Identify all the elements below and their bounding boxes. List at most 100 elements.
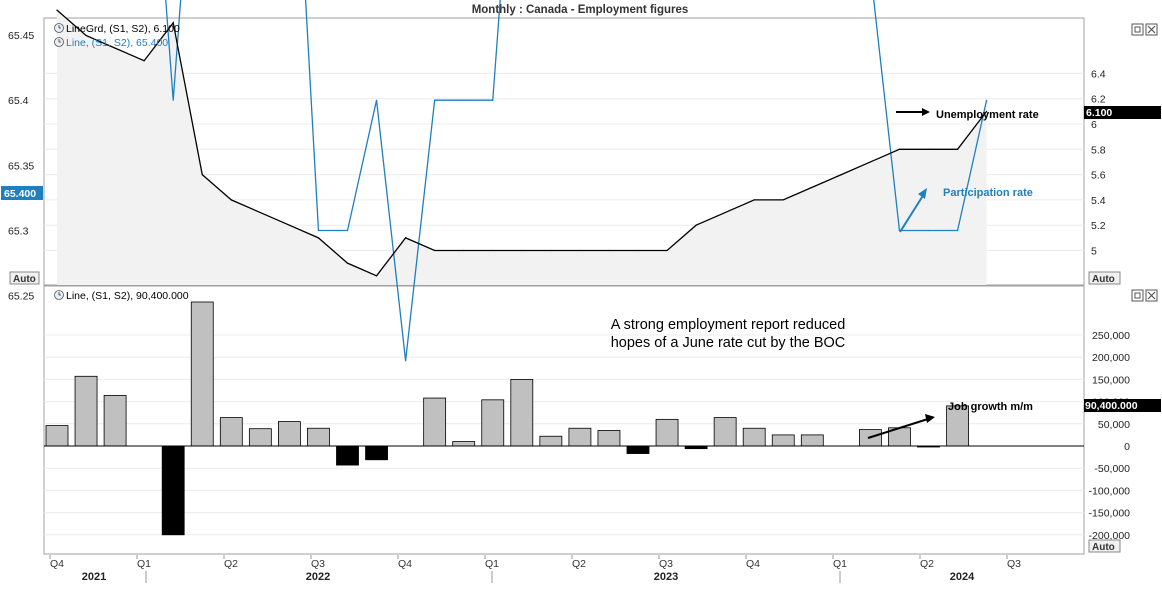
report-annotation-line2: hopes of a June rate cut by the BOC <box>611 335 846 351</box>
unemployment-point <box>288 224 290 226</box>
bottom-panel-restore-button[interactable] <box>1131 289 1144 302</box>
bottom-right-auto-label: Auto <box>1092 542 1115 553</box>
unemployment-point <box>172 22 174 24</box>
legend-participation-label: Line, (S1, S2), 65.400 <box>66 37 168 49</box>
job-growth-bar <box>771 434 795 447</box>
unemployment-point <box>259 211 261 214</box>
window-close-icon <box>1145 23 1158 36</box>
participation-point <box>986 99 988 101</box>
job-growth-arrow <box>867 418 929 439</box>
unemployment-point <box>753 199 755 201</box>
right-last-value: 6.100 <box>1086 107 1112 119</box>
top-panel-close-button[interactable] <box>1145 23 1158 36</box>
job-growth-bar <box>190 301 214 447</box>
left-axis-tick-label: 65.25 <box>8 291 34 303</box>
unemployment-point <box>811 186 813 188</box>
unemployment-point <box>840 174 842 176</box>
unemployment-point <box>782 199 784 201</box>
x-axis-year-label: 2023 <box>654 571 678 583</box>
unemployment-arrowhead <box>922 108 930 116</box>
unemployment-area-fill <box>57 10 987 286</box>
participation-point <box>375 99 378 101</box>
bottom-panel-close-button[interactable] <box>1145 289 1158 302</box>
x-axis: Q4 Q1 Q2 Q3 Q4 Q1 Q2 Q3 Q4 Q1 Q2 Q3 2021 2022 2023 2024 <box>49 555 1021 583</box>
bottom-right-axis-tick-label: 150,000 <box>1092 374 1130 386</box>
unemployment-point <box>869 161 872 163</box>
right-axis-tick-label: 6.4 <box>1091 68 1106 80</box>
legend-job-growth[interactable]: Line, (S1, S2), 90,400.000 <box>54 290 189 302</box>
participation-point <box>492 99 494 101</box>
unemployment-point <box>898 148 901 150</box>
participation-point <box>405 360 407 362</box>
window-close-icon <box>1145 289 1158 302</box>
x-axis-quarter-label: Q3 <box>311 558 325 570</box>
right-axis-ticks: 6.4 6.2 6 5.8 5.6 5.4 5.2 5 <box>1091 68 1106 257</box>
unemployment-point <box>956 148 959 150</box>
left-last-value: 65.400 <box>4 188 36 200</box>
top-right-auto-button[interactable]: Auto <box>1088 271 1121 285</box>
bottom-panel-frame <box>43 285 1085 555</box>
unemployment-point <box>85 34 87 37</box>
job-growth-bar <box>277 421 301 447</box>
x-axis-year-label: 2021 <box>82 571 106 583</box>
job-growth-bar <box>365 445 388 461</box>
unemployment-area-group <box>57 10 987 286</box>
left-axis-tick-label: 65.45 <box>8 30 34 42</box>
left-axis-tick-label: 65.35 <box>8 160 34 172</box>
unemployment-point <box>927 148 930 150</box>
x-axis-quarter-label: Q1 <box>137 558 151 570</box>
x-axis-quarter-label: Q4 <box>50 558 64 570</box>
bottom-right-axis-tick-label: -100,000 <box>1089 485 1131 497</box>
top-panel-restore-button[interactable] <box>1131 23 1144 36</box>
right-axis-tick-label: 6 <box>1091 119 1097 131</box>
job-growth-bar <box>219 417 243 447</box>
unemployment-point <box>579 249 581 252</box>
job-growth-bar <box>45 425 69 447</box>
job-growth-bar <box>103 394 127 447</box>
left-last-value-badge: 65.400 <box>1 186 43 200</box>
unemployment-annotation: Unemployment rate <box>936 109 1039 121</box>
job-growth-bar <box>452 441 476 447</box>
job-growth-bar <box>74 375 98 447</box>
clock-icon <box>54 37 64 47</box>
right-axis-tick-label: 5.8 <box>1091 144 1106 156</box>
bottom-right-axis-tick-label: 0 <box>1124 441 1130 453</box>
clock-icon <box>54 290 64 300</box>
x-axis-year-label: 2024 <box>950 571 975 583</box>
legend-participation[interactable]: Line, (S1, S2), 65.400 <box>54 37 169 49</box>
bottom-right-axis-tick-label: -50,000 <box>1094 463 1130 475</box>
unemployment-point <box>56 9 58 11</box>
job-growth-bar <box>713 417 737 447</box>
bottom-right-axis-tick-label: -150,000 <box>1089 508 1131 520</box>
job-growth-bars <box>45 301 969 536</box>
top-panel-lines <box>56 0 988 362</box>
bottom-right-axis-tick-label: 50,000 <box>1098 419 1130 431</box>
unemployment-point <box>463 249 465 252</box>
job-growth-bar <box>597 430 621 447</box>
x-axis-year-label: 2022 <box>306 571 330 583</box>
job-growth-bar <box>161 445 185 536</box>
unemployment-point <box>521 249 523 252</box>
x-axis-quarter-label: Q1 <box>833 558 847 570</box>
participation-arrowhead <box>918 188 927 199</box>
legend-unemployment[interactable]: LineGrd, (S1, S2), 6.100 <box>54 23 180 35</box>
bottom-right-axis-tick-label: 200,000 <box>1092 352 1130 364</box>
bottom-right-auto-button[interactable]: Auto <box>1088 539 1121 553</box>
job-growth-bar <box>336 445 359 466</box>
clock-icon <box>54 23 64 33</box>
participation-point <box>927 229 930 232</box>
x-axis-quarter-label: Q4 <box>398 558 412 570</box>
job-growth-bar <box>423 397 447 447</box>
job-growth-arrowhead <box>925 414 935 423</box>
unemployment-point <box>434 249 436 252</box>
top-left-auto-button[interactable]: Auto <box>9 271 40 285</box>
participation-annotation: Participation rate <box>943 187 1033 199</box>
x-axis-quarter-label: Q2 <box>920 558 934 570</box>
unemployment-point <box>637 249 639 252</box>
unemployment-point <box>666 249 668 252</box>
x-axis-quarter-label: Q4 <box>746 558 760 570</box>
job-growth-bar <box>539 435 563 447</box>
legend-job-growth-label: Line, (S1, S2), 90,400.000 <box>66 290 189 302</box>
unemployment-point <box>986 110 988 112</box>
